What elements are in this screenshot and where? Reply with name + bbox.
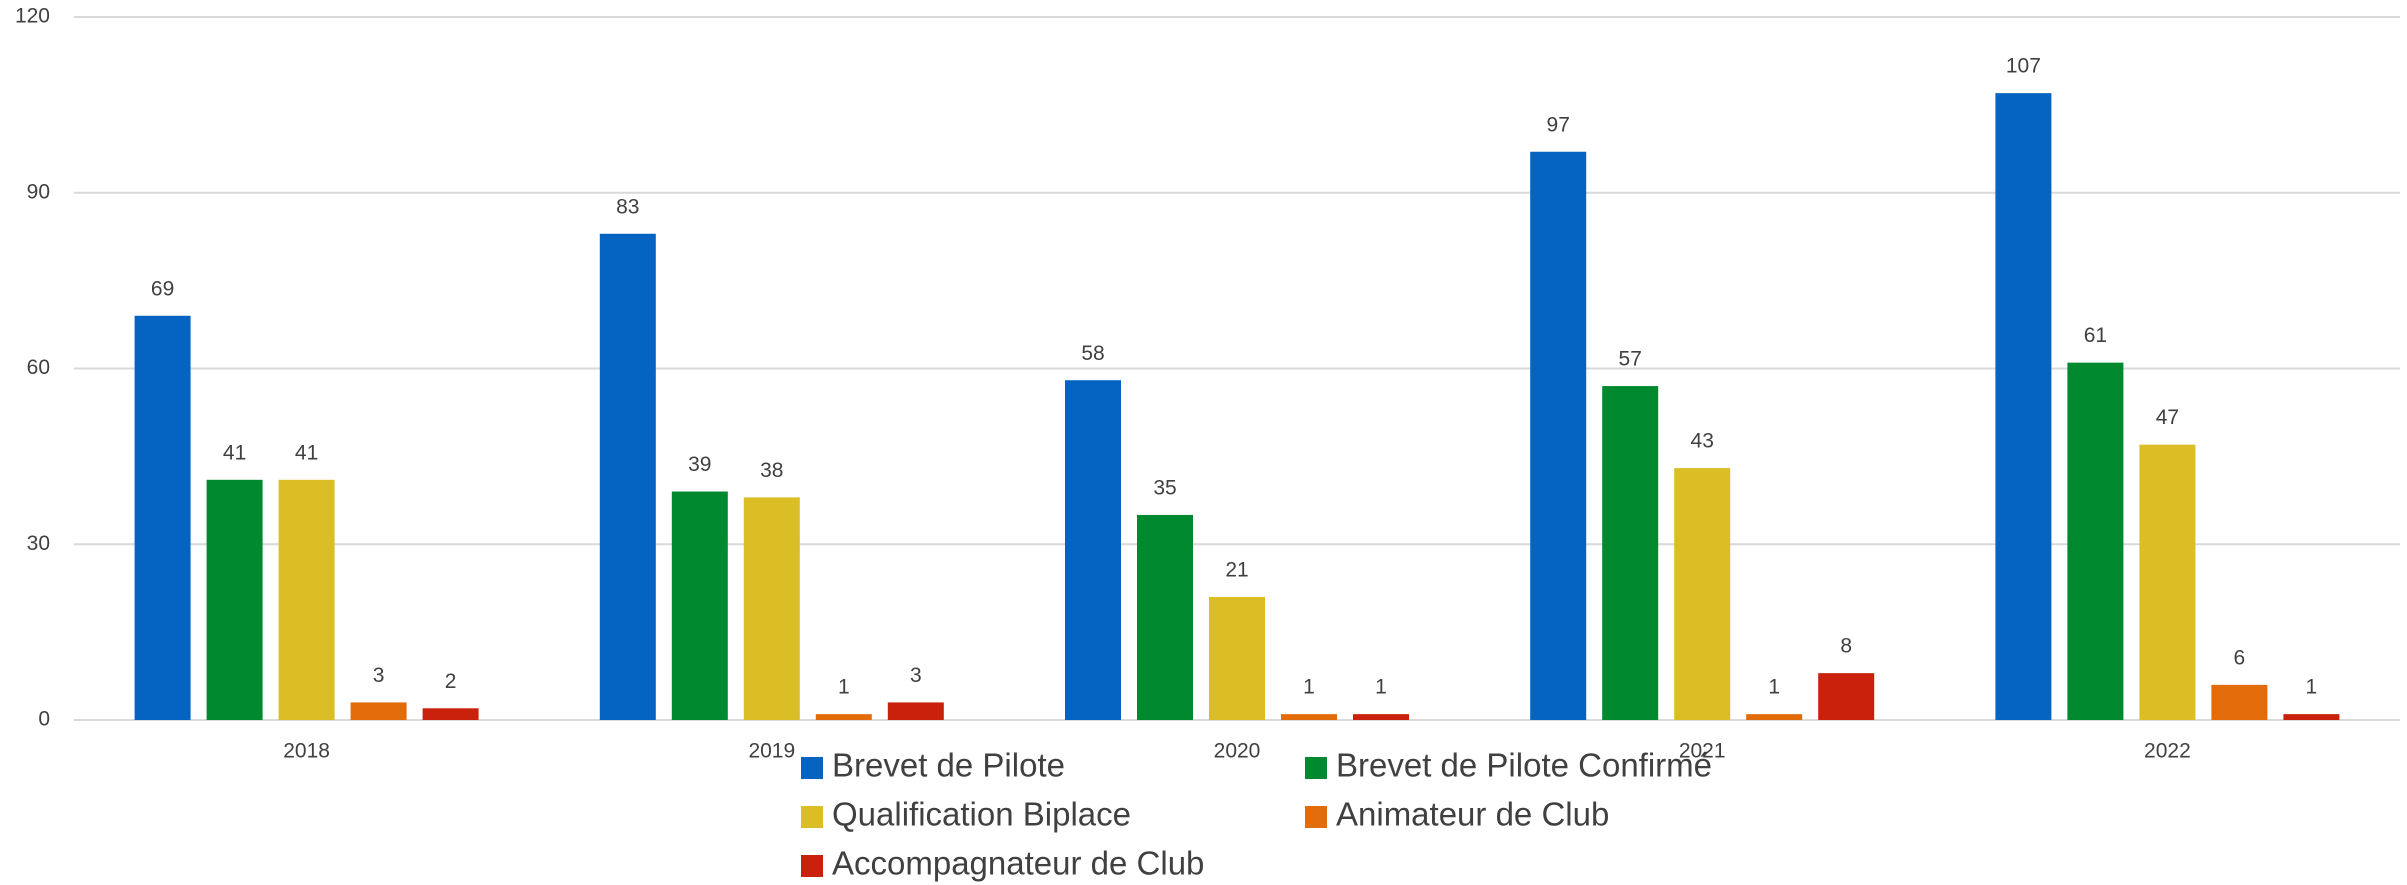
bar	[887, 702, 944, 720]
bar	[1530, 151, 1587, 720]
x-tick-label: 2022	[2144, 740, 2191, 763]
x-tick-label: 2021	[1679, 740, 1726, 763]
data-label: 1	[1303, 676, 1315, 699]
bar	[422, 708, 479, 720]
legend-label: Animateur de Club	[1336, 796, 1609, 833]
legend-label: Qualification Biplace	[832, 796, 1131, 833]
y-tick-label: 60	[27, 356, 50, 379]
legend-label: Brevet de Pilote	[832, 747, 1065, 784]
x-tick-label: 2018	[283, 740, 330, 763]
data-label: 8	[1840, 635, 1852, 658]
bar	[1674, 468, 1731, 720]
y-tick-label: 0	[38, 708, 50, 731]
legend-swatch	[801, 855, 823, 877]
data-label: 38	[760, 459, 783, 482]
bar	[671, 491, 728, 720]
bar	[1746, 714, 1803, 720]
bar	[1818, 673, 1875, 720]
bar	[2067, 362, 2124, 720]
data-label: 1	[1768, 676, 1780, 699]
data-label: 6	[2234, 646, 2246, 669]
data-label: 35	[1153, 477, 1176, 500]
data-label: 58	[1081, 342, 1104, 365]
y-tick-label: 30	[27, 532, 50, 555]
bar	[599, 233, 656, 720]
legend-label: Brevet de Pilote Confirmé	[1336, 747, 1712, 784]
bar	[350, 702, 407, 720]
data-label: 107	[2006, 55, 2041, 78]
data-label: 2	[445, 670, 457, 693]
bar	[1995, 93, 2052, 721]
x-tick-label: 2020	[1214, 740, 1261, 763]
data-label: 1	[1375, 676, 1387, 699]
legend-swatch	[1305, 757, 1327, 779]
legend-label: Accompagnateur de Club	[832, 845, 1204, 882]
data-label: 97	[1547, 113, 1570, 136]
legend-swatch	[1305, 806, 1327, 828]
data-label: 57	[1619, 348, 1642, 371]
data-label: 39	[688, 453, 711, 476]
data-label: 69	[151, 277, 174, 300]
bar	[815, 714, 872, 720]
bar	[134, 315, 191, 720]
bar	[2283, 714, 2340, 720]
data-label: 61	[2084, 324, 2107, 347]
data-label: 41	[223, 441, 246, 464]
bar	[278, 479, 335, 720]
data-label: 3	[910, 664, 922, 687]
bar	[2211, 684, 2268, 720]
y-tick-label: 120	[15, 5, 50, 28]
data-label: 1	[838, 676, 850, 699]
bar	[1137, 514, 1193, 720]
bar	[206, 479, 263, 720]
data-label: 21	[1225, 559, 1248, 582]
data-label: 83	[616, 195, 639, 218]
y-tick-label: 90	[27, 180, 50, 203]
bar	[2139, 444, 2196, 720]
data-label: 41	[295, 441, 318, 464]
bar	[743, 497, 800, 720]
data-label: 3	[373, 664, 385, 687]
bar	[1602, 386, 1659, 720]
bar	[1065, 380, 1121, 720]
data-label: 1	[2306, 676, 2318, 699]
bar	[1281, 714, 1337, 720]
data-label: 47	[2156, 406, 2179, 429]
legend-swatch	[801, 757, 823, 779]
bar	[1209, 596, 1265, 720]
x-tick-label: 2019	[748, 740, 795, 763]
legend-swatch	[801, 806, 823, 828]
data-label: 43	[1691, 430, 1714, 453]
bar	[1353, 714, 1409, 720]
